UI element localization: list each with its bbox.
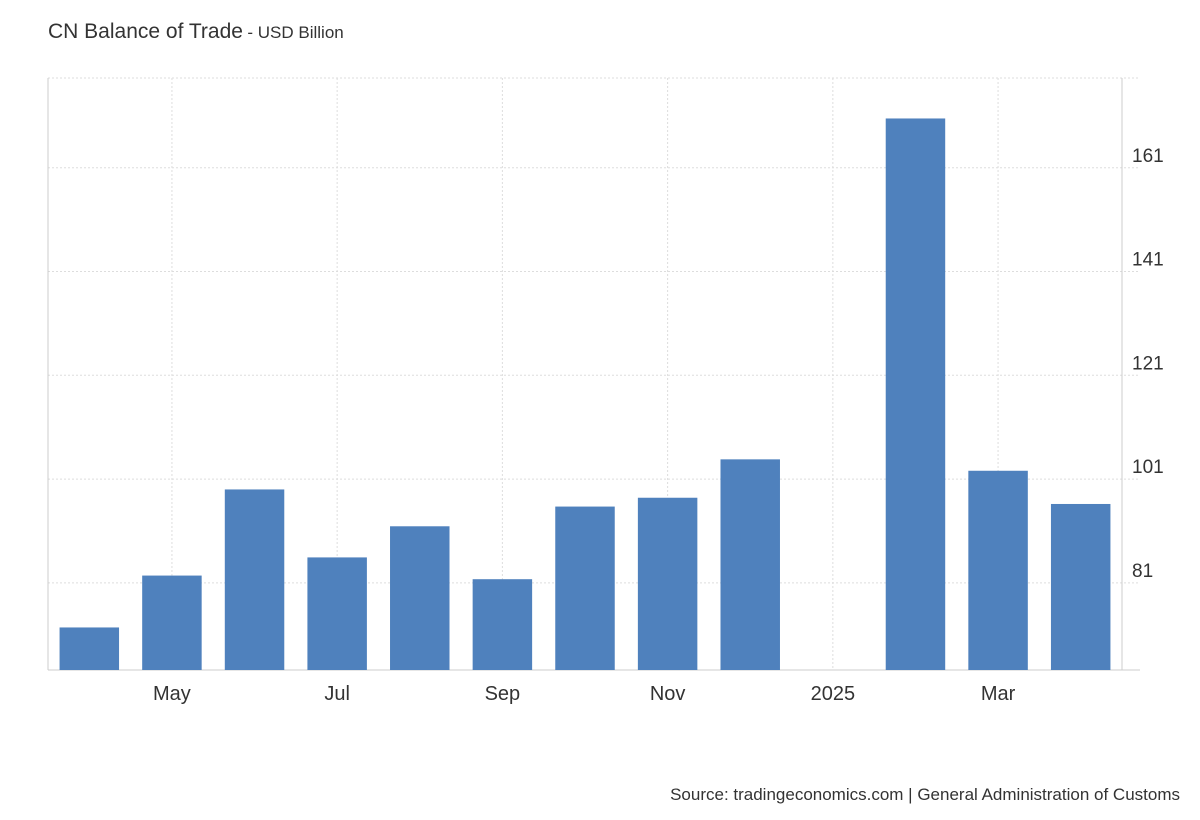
x-axis-ticks: May Jul Sep Nov 2025 Mar — [153, 683, 1016, 705]
y-axis-ticks: 81 101 121 141 161 — [1132, 146, 1164, 582]
x-tick-label: Nov — [650, 683, 686, 705]
bar[interactable] — [555, 506, 615, 670]
chart-title: CN Balance of Trade — [48, 20, 243, 43]
y-tick-label: 81 — [1132, 561, 1153, 582]
y-tick-label: 101 — [1132, 457, 1164, 478]
chart-title-row: CN Balance of Trade - USD Billion — [48, 20, 344, 44]
x-tick-label: 2025 — [811, 683, 856, 705]
bar[interactable] — [142, 575, 202, 670]
bar[interactable] — [390, 526, 450, 670]
bar[interactable] — [1050, 503, 1111, 670]
bar[interactable] — [637, 497, 698, 670]
bar-chart: 81 101 121 141 161 May Jul Sep Nov 2025 Mar — [47, 77, 1164, 705]
y-tick-label: 141 — [1132, 250, 1164, 271]
bar[interactable] — [720, 459, 780, 670]
bar[interactable] — [968, 470, 1028, 670]
chart-subtitle: - USD Billion — [247, 23, 344, 42]
x-tick-label: Sep — [485, 683, 521, 705]
bar-series — [59, 118, 1111, 670]
bar[interactable] — [885, 118, 946, 670]
bar[interactable] — [59, 627, 120, 670]
x-tick-label: Jul — [324, 683, 350, 705]
source-note: Source: tradingeconomics.com | General A… — [670, 785, 1180, 804]
x-tick-label: Mar — [981, 683, 1016, 705]
y-tick-label: 161 — [1132, 146, 1164, 167]
x-tick-label: May — [153, 683, 191, 705]
bar[interactable] — [472, 579, 533, 670]
bar[interactable] — [224, 489, 285, 670]
bar[interactable] — [307, 557, 367, 670]
y-tick-label: 121 — [1132, 353, 1164, 374]
